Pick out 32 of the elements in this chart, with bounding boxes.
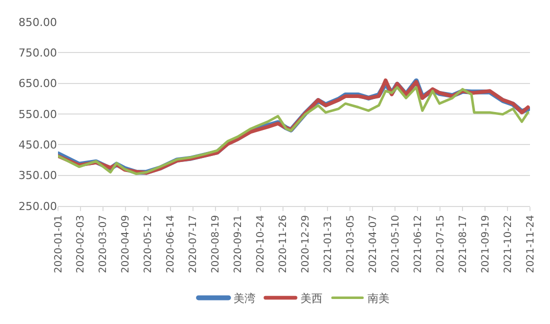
y-tick-label: 350.00 <box>18 169 57 182</box>
x-tick-label: 2020-03-07 <box>98 215 110 274</box>
x-tick-label: 2021-04-07 <box>368 215 379 274</box>
x-tick-label: 2020-07-17 <box>188 215 200 274</box>
x-tick-label: 2021-09-19 <box>480 215 492 274</box>
x-tick-label: 2020-09-21 <box>233 215 244 274</box>
x-tick-label: 2021-10-22 <box>502 215 514 274</box>
x-tick-label: 2020-01-01 <box>53 215 64 274</box>
x-tick-label: 2020-11-26 <box>278 215 290 274</box>
x-tick-label: 2021-11-24 <box>525 215 536 274</box>
y-tick-label: 450.00 <box>18 138 57 152</box>
x-tick-label: 2020-04-09 <box>120 215 132 274</box>
y-tick-label: 250.00 <box>18 200 57 213</box>
y-tick-label: 650.00 <box>18 77 57 90</box>
x-tick-label: 2021-06-12 <box>412 215 424 274</box>
x-tick-label: 2020-02-03 <box>76 215 87 274</box>
x-tick-label: 2020-08-19 <box>210 215 222 274</box>
y-tick-label: 550.00 <box>18 108 57 121</box>
x-tick-label: 2021-05-10 <box>390 215 402 274</box>
x-tick-label: 2021-08-17 <box>458 215 469 274</box>
legend-label: 美湾 <box>234 292 256 306</box>
x-tick-label: 2020-12-29 <box>300 215 312 274</box>
x-tick-label: 2021-07-15 <box>435 215 446 274</box>
x-tick-label: 2021-03-05 <box>345 215 356 274</box>
y-tick-label: 750.00 <box>18 46 57 60</box>
x-tick-label: 2020-05-12 <box>143 215 154 274</box>
x-tick-label: 2020-10-24 <box>256 215 267 274</box>
x-tick-label: 2020-06-14 <box>166 215 177 274</box>
y-tick-label: 850.00 <box>18 16 57 29</box>
x-tick-label: 2021-01-31 <box>322 215 334 274</box>
legend-label: 南美 <box>368 292 390 306</box>
legend-label: 美西 <box>300 292 322 306</box>
